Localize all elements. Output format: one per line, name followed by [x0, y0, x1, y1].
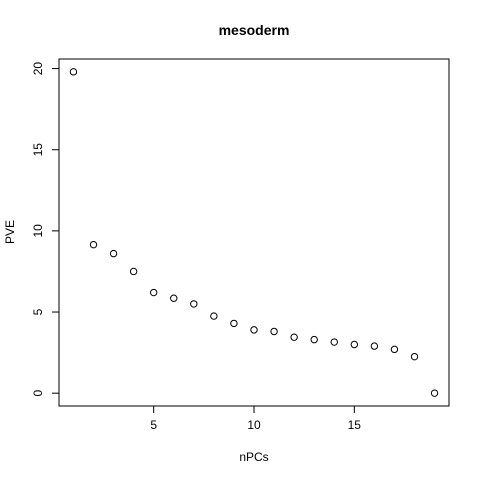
data-point	[330, 338, 338, 346]
data-point	[370, 342, 379, 350]
data-point	[430, 389, 439, 397]
x-tick-label: 15	[348, 418, 362, 432]
data-points	[69, 68, 439, 397]
x-tick-label: 10	[247, 418, 261, 432]
data-point	[230, 319, 238, 328]
data-point	[190, 300, 198, 308]
data-point	[350, 340, 359, 349]
plot-frame	[58, 58, 450, 407]
data-point	[310, 335, 318, 344]
data-point	[129, 267, 138, 276]
data-point	[290, 333, 298, 341]
y-tick-label: 10	[31, 224, 45, 238]
data-point	[149, 288, 158, 297]
y-tick-label: 5	[31, 308, 45, 315]
data-point	[250, 326, 258, 334]
y-axis-label: PVE	[3, 220, 17, 244]
data-point	[69, 68, 78, 76]
data-point	[210, 312, 218, 320]
x-axis-label: nPCs	[239, 450, 268, 464]
data-point	[390, 345, 399, 354]
data-point	[109, 249, 118, 258]
y-axis: 0 5 10 15 20	[31, 62, 60, 397]
x-tick-label: 5	[150, 418, 157, 432]
chart-title: mesoderm	[219, 22, 290, 38]
data-point	[410, 352, 419, 361]
y-tick-label: 0	[31, 390, 45, 397]
data-point	[170, 294, 178, 302]
y-tick-label: 15	[31, 143, 45, 157]
data-point	[270, 327, 278, 336]
x-axis: 5 10 15	[150, 405, 362, 432]
data-point	[89, 240, 98, 249]
y-tick-label: 20	[31, 62, 45, 76]
